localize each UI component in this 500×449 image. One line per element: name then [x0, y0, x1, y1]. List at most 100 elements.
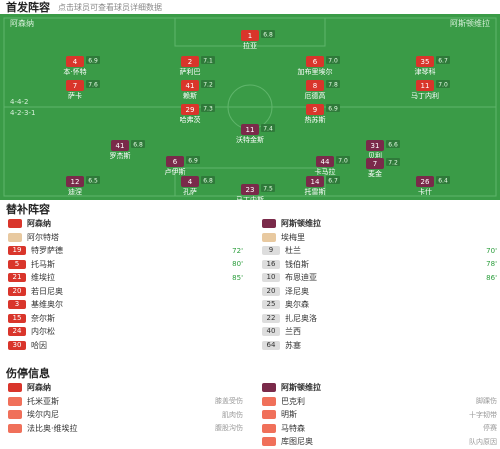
shirt-number: 14 — [311, 178, 320, 186]
shirt — [306, 176, 324, 187]
player[interactable]: 7萨卡 7.6 — [66, 80, 100, 100]
shirt-number: 6 — [313, 58, 318, 66]
injury-name: 巴克利 — [281, 396, 305, 406]
sub-name: 奥尔森 — [285, 300, 309, 310]
injury-reason: 十字韧带 — [469, 410, 497, 419]
player[interactable]: 1拉亚 6.8 — [241, 30, 275, 50]
injury-icon — [262, 423, 276, 433]
sub-name: 钱伯斯 — [285, 259, 309, 269]
rating-box — [201, 104, 215, 112]
sub-row[interactable]: 20 若日尼奥 — [8, 285, 243, 299]
rating-box — [131, 140, 145, 148]
sub-number: 19 — [8, 246, 26, 256]
sub-row[interactable]: 16 钱伯斯 78' — [262, 258, 497, 272]
subs-header: 替补阵容 — [6, 202, 50, 216]
injury-icon — [262, 410, 276, 420]
player-name: 卢伊斯 — [165, 167, 186, 176]
injury-icon — [262, 396, 276, 406]
sub-row[interactable]: 24 内尔松 — [8, 325, 243, 339]
injury-icon — [8, 396, 22, 406]
rating: 6.8 — [263, 32, 273, 39]
team-row: 阿斯顿维拉 — [262, 381, 497, 395]
sub-minute: 72' — [232, 246, 243, 255]
sub-name: 兰西 — [285, 327, 301, 337]
player-name: 加布里埃尔 — [298, 67, 333, 76]
rating: 6.6 — [388, 142, 398, 149]
sub-row[interactable]: 30 哈因 — [8, 339, 243, 353]
rating: 6.7 — [328, 178, 338, 185]
rating-box — [261, 184, 275, 192]
rating: 7.3 — [203, 106, 213, 113]
rating-box — [261, 30, 275, 38]
sub-row[interactable]: 3 基维奥尔 — [8, 298, 243, 312]
rating-box — [326, 80, 340, 88]
team-badge — [262, 219, 276, 229]
player[interactable]: 7麦金 7.2 — [366, 158, 400, 178]
rating-box — [436, 56, 450, 64]
sub-row[interactable]: 5 托马斯 80' — [8, 258, 243, 272]
sub-row[interactable]: 10 布恩迪亚 86' — [262, 271, 497, 285]
subs-away: 阿斯顿维拉 埃梅里 9 杜兰 70' 16 钱伯斯 78' 10 布恩迪亚 86' 20 泽尼奥 25 奥尔… — [262, 217, 497, 352]
sub-row[interactable]: 64 苏塞 — [262, 339, 497, 353]
injury-reason: 队内原因 — [469, 437, 497, 446]
rating-box — [86, 176, 100, 184]
shirt-number: 41 — [186, 82, 195, 90]
sub-row[interactable]: 19 特罗萨德 72' — [8, 244, 243, 258]
shirt-number: 7 — [73, 82, 77, 90]
shirt-number: 7 — [373, 160, 377, 168]
shirt — [241, 124, 259, 135]
injury-name: 库图尼奥 — [281, 437, 313, 447]
pitch-lines — [3, 17, 497, 197]
shirt — [306, 80, 324, 91]
shirt — [66, 176, 84, 187]
player-name: 孔萨 — [183, 187, 197, 196]
player-name: 贝利 — [368, 151, 382, 160]
injury-icon — [262, 437, 276, 447]
coach-name: 埃梅里 — [281, 232, 305, 242]
sub-row[interactable]: 20 泽尼奥 — [262, 285, 497, 299]
rating: 6.8 — [133, 142, 143, 149]
rating: 7.0 — [338, 158, 348, 165]
sub-row[interactable]: 40 兰西 — [262, 325, 497, 339]
injury-row: 托米亚斯 膝盖受伤 — [8, 395, 243, 409]
sub-row[interactable]: 22 扎尼奥洛 — [262, 312, 497, 326]
sub-row[interactable]: 9 杜兰 70' — [262, 244, 497, 258]
player-name: 罗杰斯 — [110, 151, 131, 160]
player[interactable]: 4孔萨 6.8 — [181, 176, 215, 196]
sub-row[interactable]: 25 奥尔森 — [262, 298, 497, 312]
injury-reason: 停赛 — [483, 424, 497, 433]
shirt-number: 35 — [421, 58, 430, 66]
sub-name: 内尔松 — [31, 327, 55, 337]
sub-row[interactable]: 21 维埃拉 85' — [8, 271, 243, 285]
player[interactable]: 4本·怀特6.9 — [63, 56, 100, 76]
rating-box — [436, 176, 450, 184]
player-name: 拉亚 — [243, 41, 257, 50]
rating-box — [336, 156, 350, 164]
rating: 7.2 — [388, 160, 398, 167]
coach-icon — [262, 232, 276, 242]
injury-row: 法比奥·维埃拉 腹股沟伤 — [8, 422, 243, 436]
shirt — [181, 176, 199, 187]
sub-number: 5 — [8, 259, 26, 269]
player-name: 卡马拉 — [315, 167, 336, 176]
sub-number: 9 — [262, 246, 280, 256]
sub-row[interactable]: 15 奈尔斯 — [8, 312, 243, 326]
shirt — [181, 104, 199, 115]
